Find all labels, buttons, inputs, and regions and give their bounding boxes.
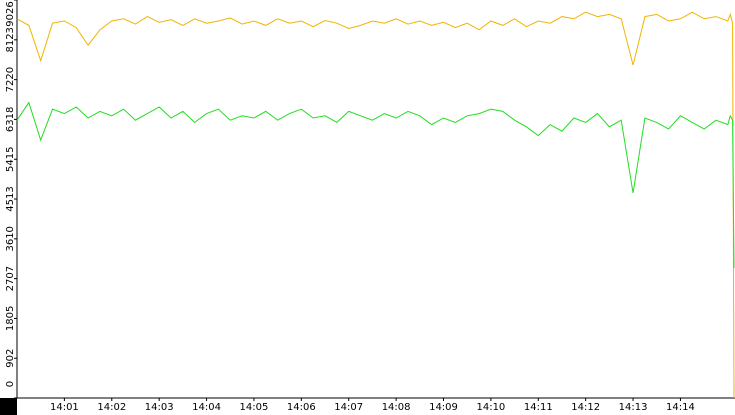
- x-tick-label: 14:06: [287, 402, 316, 413]
- corner-box: [0, 398, 17, 415]
- x-tick-label: 14:08: [382, 402, 411, 413]
- y-tick-label: 3610: [5, 226, 16, 251]
- x-tick-label: 14:14: [666, 402, 695, 413]
- x-tick-label: 14:04: [192, 402, 221, 413]
- y-tick-label: 902: [5, 349, 16, 368]
- x-tick-label: 14:02: [97, 402, 126, 413]
- y-tick-label: 9026: [5, 1, 16, 26]
- x-tick-label: 14:09: [429, 402, 458, 413]
- y-tick-label: 7220: [5, 67, 16, 92]
- x-tick-label: 14:01: [50, 402, 79, 413]
- y-tick-label: 8123: [5, 27, 16, 52]
- series-line: [16, 101, 735, 268]
- x-tick-label: 14:11: [524, 402, 553, 413]
- y-tick-label: 2707: [5, 266, 16, 291]
- y-tick-label: 0: [5, 381, 16, 387]
- x-tick-label: 14:07: [334, 402, 363, 413]
- y-tick-label: 1805: [5, 306, 16, 331]
- y-tick-label: 6318: [5, 107, 16, 132]
- y-tick-label: 5415: [5, 146, 16, 171]
- series-line: [16, 11, 735, 399]
- x-tick-label: 14:13: [619, 402, 648, 413]
- x-tick-label: 14:05: [240, 402, 269, 413]
- x-tick-label: 14:03: [145, 402, 174, 413]
- x-tick-label: 14:12: [571, 402, 600, 413]
- x-tick-label: 14:10: [476, 402, 505, 413]
- y-tick-label: 4513: [5, 186, 16, 211]
